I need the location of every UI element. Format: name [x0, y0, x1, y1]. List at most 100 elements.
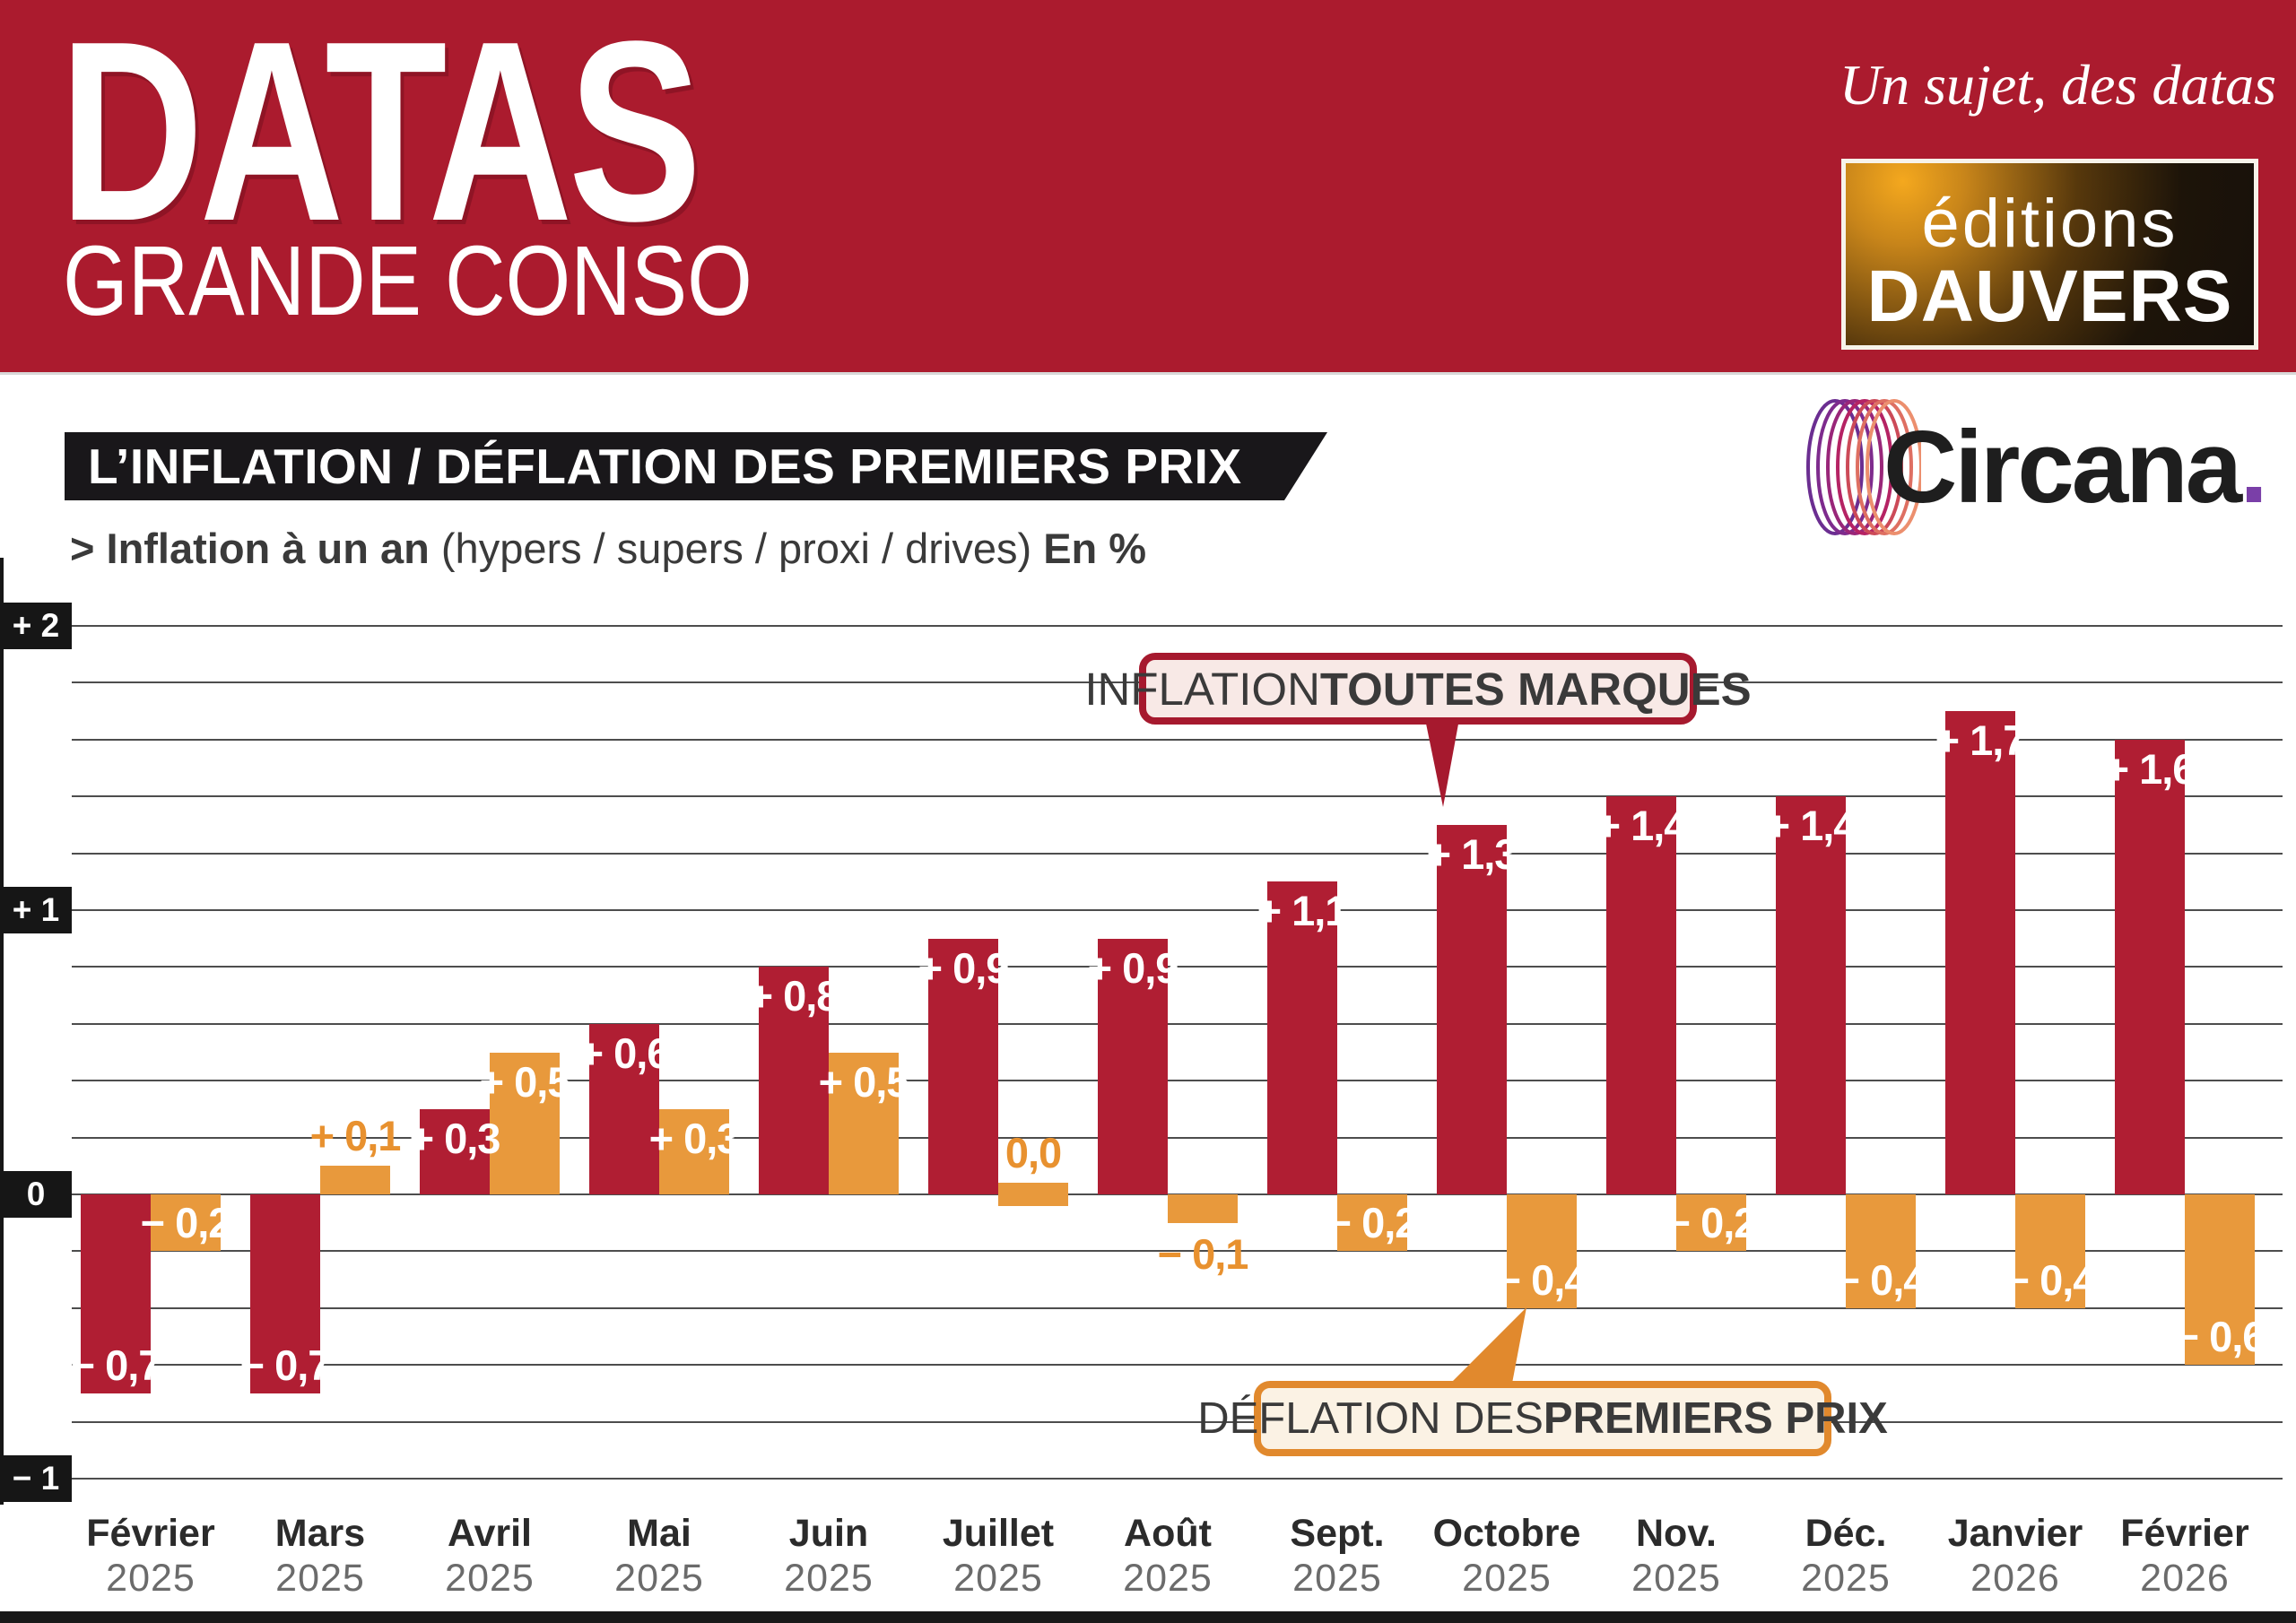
gridline [72, 625, 2283, 627]
y-axis-tick-label: 0 [0, 1171, 72, 1218]
gridline [72, 1250, 2283, 1253]
bar-value-label: + 1,4 [1596, 802, 1688, 850]
bar-deflation [829, 1052, 899, 1194]
year-label: 2025 [1123, 1557, 1213, 1600]
subtitle-detail: (hypers / supers / proxi / drives) [440, 525, 1032, 572]
publisher-name-line2: DAUVERS [1866, 256, 2233, 337]
bar-inflation [2115, 739, 2185, 1194]
header-divider [0, 372, 2296, 375]
bar-deflation [998, 1183, 1068, 1206]
inflation-callout-light: INFLATION [1084, 663, 1320, 715]
year-label: 2026 [2140, 1557, 2230, 1600]
gridline [72, 1478, 2283, 1480]
bar-value-label: − 0,4 [1496, 1255, 1588, 1304]
bar-deflation [151, 1194, 221, 1252]
chart-subtitle: > Inflation à un an (hypers / supers / p… [70, 524, 1146, 573]
year-label: 2025 [1801, 1557, 1891, 1600]
gridline [72, 852, 2283, 855]
bar-value-label: + 0,8 [748, 972, 840, 1020]
gridline [72, 738, 2283, 741]
deflation-series-callout: DÉFLATION DES PREMIERS PRIX [1197, 1381, 1888, 1456]
bar-value-label: + 0,3 [409, 1114, 501, 1162]
header-banner: DATAS GRANDE CONSO Un sujet, des datas é… [0, 0, 2296, 372]
brand-subtitle: GRANDE CONSO [63, 226, 752, 336]
bar-inflation [759, 967, 829, 1194]
bar-inflation [589, 1023, 659, 1194]
month-label: Mars [274, 1512, 366, 1555]
circana-sphere-icon [1806, 399, 1923, 535]
year-label: 2026 [1970, 1557, 2060, 1600]
gridline [72, 1080, 2283, 1082]
bar-deflation [659, 1108, 729, 1194]
bar-inflation [1776, 796, 1846, 1194]
bar-value-label: + 1,3 [1426, 829, 1518, 878]
month-label: Déc. [1805, 1512, 1887, 1555]
month-label: Avril [448, 1512, 532, 1555]
subtitle-unit: En % [1043, 525, 1147, 572]
circana-logo: Circana. [1806, 398, 2291, 542]
year-label: 2025 [445, 1557, 535, 1600]
bar-value-label: + 0,3 [648, 1114, 741, 1162]
bar-value-label: 0,0 [1004, 1129, 1062, 1176]
month-label: Février [86, 1512, 215, 1555]
month-label: Juin [788, 1512, 869, 1555]
month-label: Juillet [942, 1512, 1055, 1555]
bar-inflation [1437, 824, 1507, 1194]
bar-value-label: − 0,7 [70, 1341, 162, 1389]
publisher-name-line1: éditions [1921, 186, 2179, 262]
bar-value-label: − 0,4 [1835, 1255, 1927, 1304]
bar-value-label: + 1,4 [1765, 802, 1857, 850]
year-label: 2025 [614, 1557, 704, 1600]
year-label: 2025 [275, 1557, 365, 1600]
bottom-rule [0, 1611, 2296, 1623]
bar-inflation [928, 938, 998, 1194]
bar-inflation [1098, 938, 1168, 1194]
bar-deflation [320, 1166, 390, 1194]
year-label: 2025 [784, 1557, 874, 1600]
bar-inflation [420, 1108, 490, 1194]
gridline [72, 795, 2283, 798]
circana-wordmark: Circana. [1883, 411, 2268, 525]
month-label: Février [2120, 1512, 2249, 1555]
gridline [72, 909, 2283, 911]
bar-value-label: + 0,6 [578, 1028, 671, 1077]
bar-deflation [2015, 1194, 2085, 1308]
subtitle-lead: Inflation à un an [106, 525, 430, 572]
bar-value-label: + 1,6 [2104, 744, 2196, 793]
gridline [72, 1306, 2283, 1309]
inflation-callout-pointer [1425, 719, 1459, 807]
bar-deflation [1676, 1194, 1746, 1252]
deflation-callout-light: DÉFLATION DES [1197, 1394, 1544, 1443]
bar-value-label: − 0,2 [1665, 1199, 1758, 1247]
year-label: 2025 [1462, 1557, 1552, 1600]
subtitle-marker: > [70, 525, 95, 572]
bar-deflation [1168, 1194, 1238, 1223]
gridline [72, 966, 2283, 968]
publisher-logo: éditions DAUVERS [1841, 159, 2258, 350]
gridline [72, 1136, 2283, 1139]
bar-value-label: + 0,9 [1087, 943, 1179, 992]
year-label: 2025 [106, 1557, 196, 1600]
bar-inflation [81, 1194, 151, 1393]
chart-title-band: L’INFLATION / DÉFLATION DES PREMIERS PRI… [65, 432, 1327, 500]
bar-deflation [2185, 1194, 2255, 1366]
bar-inflation [250, 1194, 320, 1393]
year-label: 2025 [1631, 1557, 1721, 1600]
bar-value-label: + 0,1 [309, 1112, 402, 1160]
bar-value-label: + 0,5 [479, 1057, 571, 1106]
bar-deflation [1507, 1194, 1577, 1308]
bar-value-label: − 0,6 [2174, 1313, 2266, 1361]
bar-value-label: − 0,4 [2005, 1255, 2097, 1304]
bar-inflation [1945, 711, 2015, 1194]
gridline [72, 1420, 2283, 1423]
year-label: 2025 [1292, 1557, 1382, 1600]
y-axis-tick-label: + 2 [0, 603, 72, 649]
month-label: Nov. [1636, 1512, 1717, 1555]
bar-value-label: + 1,1 [1257, 887, 1349, 935]
circana-dot: . [2239, 411, 2268, 525]
month-label: Sept. [1290, 1512, 1385, 1555]
year-label: 2025 [953, 1557, 1043, 1600]
bar-inflation [1267, 881, 1337, 1194]
bar-value-label: + 0,5 [818, 1057, 910, 1106]
